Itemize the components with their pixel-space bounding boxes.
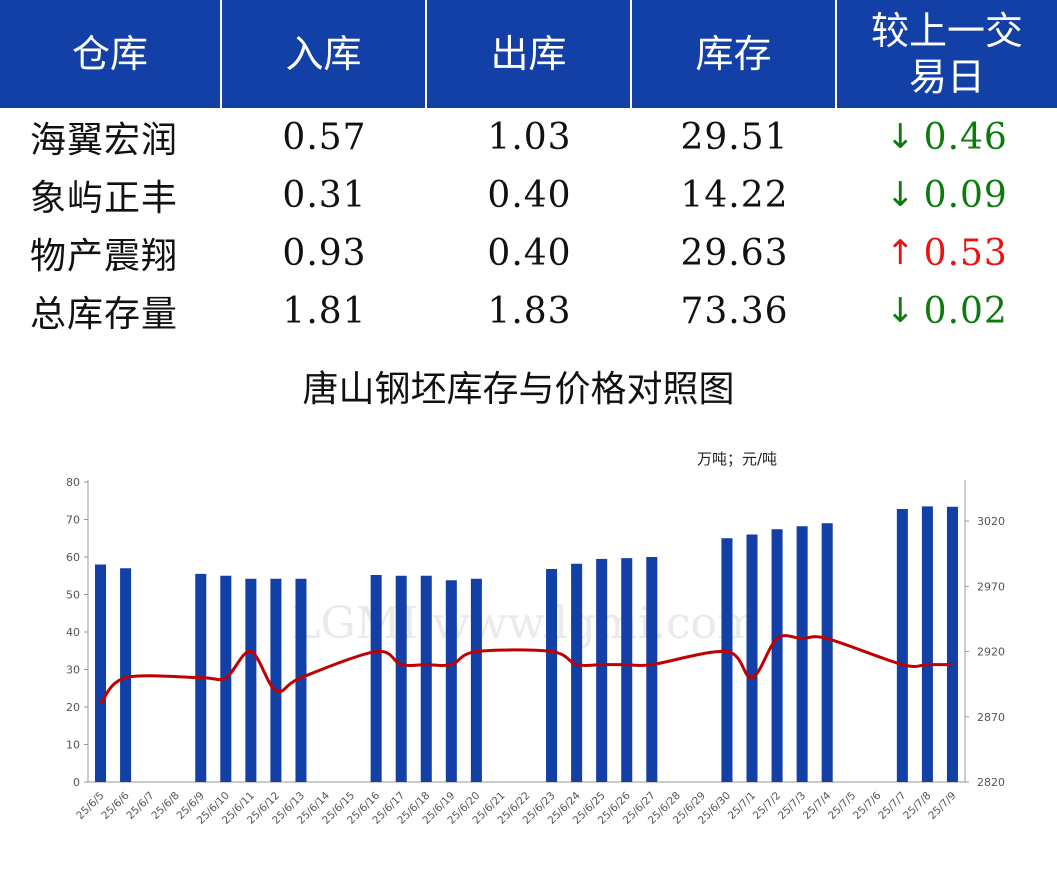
left-tick-label: 60	[66, 551, 80, 564]
right-tick-label: 2870	[977, 711, 1005, 724]
table-row: 物产震翔 0.93 0.40 29.63 ↑ 0.53	[0, 224, 1057, 282]
left-tick-label: 40	[66, 626, 80, 639]
bar	[571, 563, 583, 782]
inbound-cell: 1.81	[282, 290, 367, 332]
bar	[596, 558, 608, 782]
left-tick-label: 0	[73, 776, 80, 789]
warehouse-name-cell: 象屿正丰	[30, 178, 179, 219]
inbound-cell: 0.31	[282, 174, 367, 216]
warehouse-name-cell: 海翼宏润	[30, 120, 179, 161]
bar	[120, 568, 132, 782]
bar	[245, 578, 257, 782]
outbound-cell: 1.03	[487, 116, 572, 158]
left-tick-label: 10	[66, 739, 80, 752]
right-tick-label: 2920	[977, 646, 1005, 659]
stock-cell: 29.51	[680, 116, 789, 158]
bar	[646, 557, 658, 782]
bar	[746, 534, 758, 782]
inventory-table: 仓库 入库 出库 库存 较上一交易日 海翼宏润 0.57 1.03 29.51 ↓ 0.4…	[0, 0, 1057, 340]
arrow-up-icon: ↑	[886, 233, 916, 273]
table-header-row: 仓库 入库 出库 库存 较上一交易日	[0, 0, 1057, 108]
bar	[95, 564, 107, 782]
bar	[721, 538, 733, 782]
inbound-cell: 0.93	[282, 232, 367, 274]
bar	[896, 509, 908, 782]
chart-title: 唐山钢坯库存与价格对照图	[302, 369, 735, 410]
change-value: 0.46	[923, 116, 1008, 158]
bar	[796, 526, 808, 782]
bar	[470, 578, 482, 782]
left-tick-label: 50	[66, 589, 80, 602]
stock-cell: 73.36	[680, 290, 789, 332]
change-value: 0.53	[923, 232, 1008, 274]
arrow-down-icon: ↓	[886, 117, 916, 157]
outbound-cell: 0.40	[487, 174, 572, 216]
table-row: 象屿正丰 0.31 0.40 14.22 ↓ 0.09	[0, 166, 1057, 224]
table-row: 总库存量 1.81 1.83 73.36 ↓ 0.02	[0, 282, 1057, 340]
bar	[546, 569, 558, 782]
bar	[295, 578, 307, 782]
header-outbound: 出库	[427, 0, 632, 108]
change-value: 0.02	[923, 290, 1008, 332]
inbound-cell: 0.57	[282, 116, 367, 158]
left-tick-label: 20	[66, 701, 80, 714]
bar	[621, 558, 633, 782]
bar	[771, 529, 783, 782]
change-value: 0.09	[923, 174, 1008, 216]
arrow-down-icon: ↓	[886, 291, 916, 331]
right-tick-label: 3020	[977, 515, 1005, 528]
right-tick-label: 2820	[977, 776, 1005, 789]
arrow-down-icon: ↓	[886, 175, 916, 215]
table-row: 海翼宏润 0.57 1.03 29.51 ↓ 0.46	[0, 108, 1057, 166]
header-warehouse: 仓库	[0, 0, 222, 108]
right-tick-label: 2970	[977, 580, 1005, 593]
stock-cell: 14.22	[680, 174, 789, 216]
change-cell: ↓ 0.02	[837, 291, 1057, 332]
bar	[921, 506, 933, 782]
stock-cell: 29.63	[680, 232, 789, 274]
left-tick-label: 80	[66, 476, 80, 489]
warehouse-name-cell: 物产震翔	[30, 236, 179, 277]
units-label: 万吨；元/吨	[697, 450, 777, 468]
bar	[420, 575, 432, 782]
outbound-cell: 1.83	[487, 290, 572, 332]
left-tick-label: 30	[66, 664, 80, 677]
price-line	[99, 634, 953, 705]
bar	[946, 506, 958, 782]
header-inbound: 入库	[222, 0, 427, 108]
header-stock: 库存	[632, 0, 837, 108]
bar	[395, 575, 407, 782]
watermark: LGMI www.lgmi.com	[291, 598, 758, 649]
outbound-cell: 0.40	[487, 232, 572, 274]
left-tick-label: 70	[66, 514, 80, 527]
bar	[270, 578, 282, 782]
chart-svg: 万吨；元/吨 LGMI www.lgmi.com 0 10 20 30 40 50 60 70 80…	[66, 450, 1005, 827]
header-change: 较上一交易日	[870, 9, 1023, 99]
bar	[821, 523, 833, 782]
warehouse-name-cell: 总库存量	[30, 294, 179, 335]
change-cell: ↑ 0.53	[837, 233, 1057, 274]
bar	[445, 580, 457, 782]
bar	[370, 575, 382, 782]
change-cell: ↓ 0.46	[837, 117, 1057, 158]
x-tick-label: 25/7/9	[926, 790, 958, 822]
change-cell: ↓ 0.09	[837, 175, 1057, 216]
